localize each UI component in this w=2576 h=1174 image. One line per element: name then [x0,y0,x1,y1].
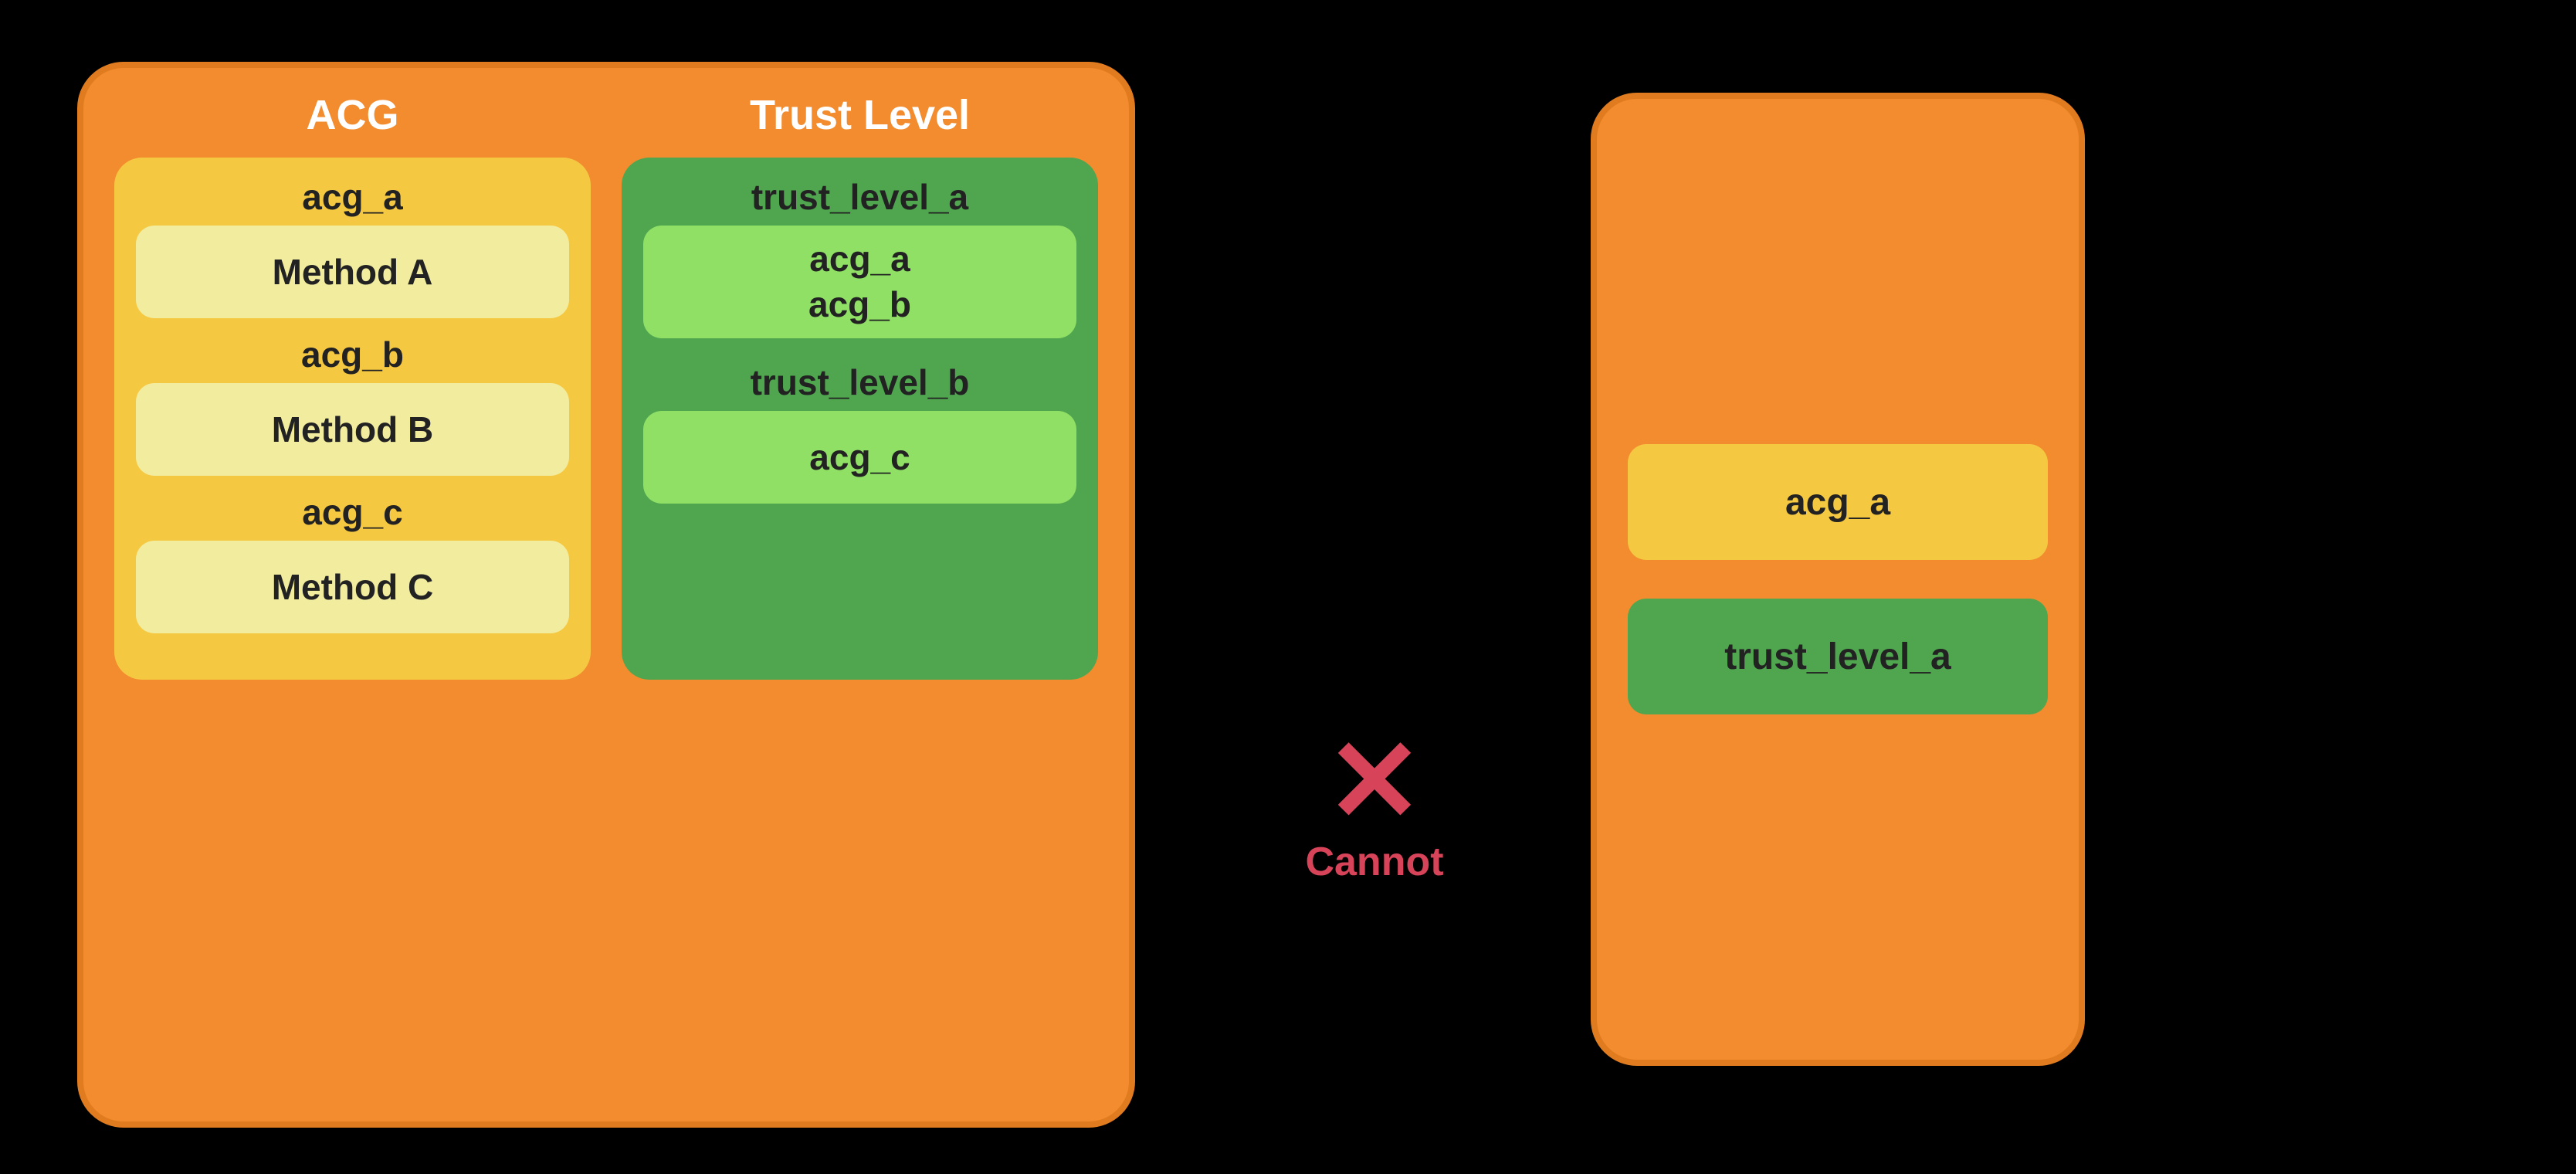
trust-acg-row: acg_a [809,238,910,280]
acg-method: Method A [136,226,569,318]
cannot-label: Cannot [1305,839,1443,885]
acg-column: acg_a Method A acg_b Method B acg_c Meth… [114,158,591,680]
diagram-canvas: ACG Trust Level acg_a Method A acg_b Met… [0,0,2576,1174]
client-trust-chip: trust_level_a [1628,599,2048,714]
acg-group-label: acg_b [136,334,569,375]
trust-level-inner: acg_c [643,411,1076,504]
cannot-indicator: ✕ Cannot [1212,723,1537,885]
acg-group-label: acg_c [136,491,569,533]
client-acg-chip: acg_a [1628,444,2048,560]
acg-heading: ACG [114,91,591,139]
acg-group-label: acg_a [136,176,569,218]
palette-container: ACG Trust Level acg_a Method A acg_b Met… [77,62,1135,1128]
trust-level-label: trust_level_b [643,361,1076,403]
trust-column: trust_level_a acg_a acg_b trust_level_b … [622,158,1098,680]
client-container: acg_a trust_level_a [1591,93,2085,1066]
trust-level-label: trust_level_a [643,176,1076,218]
acg-method: Method B [136,383,569,476]
acg-method: Method C [136,541,569,633]
trust-acg-row: acg_b [808,283,911,326]
cross-icon: ✕ [1326,723,1423,839]
trust-acg-row: acg_c [809,436,910,479]
palette-headings-row: ACG Trust Level [114,91,1098,139]
trust-level-inner: acg_a acg_b [643,226,1076,338]
palette-body: acg_a Method A acg_b Method B acg_c Meth… [114,158,1098,680]
trust-heading: Trust Level [622,91,1098,139]
